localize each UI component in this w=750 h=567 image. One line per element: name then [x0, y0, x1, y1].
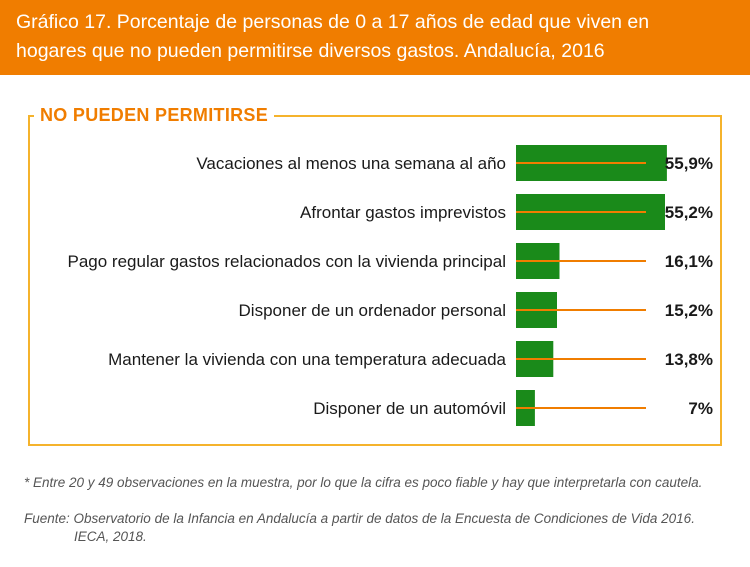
- value-label: 15,2%: [665, 301, 713, 320]
- group-label: NO PUEDEN PERMITIRSE: [34, 104, 275, 126]
- category-label: Vacaciones al menos una semana al año: [196, 154, 506, 173]
- source-line-1: Fuente: Observatorio de la Infancia en A…: [24, 511, 695, 526]
- chart-title-line-1: Gráfico 17. Porcentaje de personas de 0 …: [16, 11, 650, 33]
- value-label: 55,9%: [665, 154, 713, 173]
- footnote: * Entre 20 y 49 observaciones en la mues…: [24, 475, 703, 490]
- value-label: 7%: [688, 399, 713, 418]
- category-label: Mantener la vivienda con una temperatura…: [108, 350, 506, 369]
- category-label: Disponer de un automóvil: [313, 399, 506, 418]
- value-label: 55,2%: [665, 203, 713, 222]
- value-label: 16,1%: [665, 252, 713, 271]
- value-label: 13,8%: [665, 350, 713, 369]
- chart-title-line-2: hogares que no pueden permitirse diverso…: [16, 40, 605, 62]
- category-label: Pago regular gastos relacionados con la …: [68, 252, 507, 271]
- source-note: Fuente: Observatorio de la Infancia en A…: [24, 510, 734, 546]
- category-label: Afrontar gastos imprevistos: [300, 203, 506, 222]
- chart-title: Gráfico 17. Porcentaje de personas de 0 …: [0, 0, 750, 75]
- chart-frame: [28, 115, 722, 446]
- category-label: Disponer de un ordenador personal: [239, 301, 506, 320]
- source-line-2: IECA, 2018.: [74, 529, 147, 544]
